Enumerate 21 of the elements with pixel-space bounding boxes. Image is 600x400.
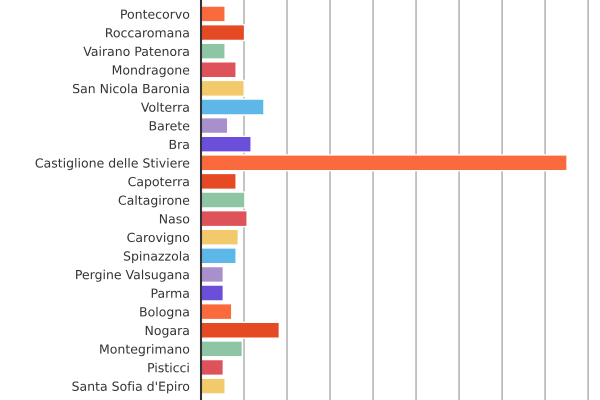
y-tick-label: Pontecorvo <box>121 10 190 19</box>
y-tick-label: Montegrimano <box>100 344 190 356</box>
y-tick-label: Caltagirone <box>118 195 190 208</box>
y-tick-label: Vairano Patenora <box>83 46 189 56</box>
y-tick-label: Carovigno <box>127 232 190 245</box>
y-tick-label: Barete <box>150 121 190 131</box>
y-tick-label: Pergine Valsugana <box>76 270 189 282</box>
y-tick-label: Castiglione delle Stiviere <box>36 158 190 170</box>
y-tick-label: Nogara <box>146 326 189 338</box>
y-tick-label: Volterra <box>140 102 189 112</box>
y-tick-label: Mondragone <box>112 65 190 78</box>
y-tick-label: Naso <box>160 214 190 224</box>
y-tick-label: Roccaromana <box>106 28 189 38</box>
y-tick-label: Pisticci <box>148 362 189 372</box>
y-tick-label: Parma <box>152 288 189 298</box>
y-tick-label: Capoterra <box>128 176 189 189</box>
y-tick-label: Bologna <box>140 306 189 319</box>
y-tick-label: San Nicola Baronia <box>72 84 189 94</box>
y-tick-label: Santa Sofia d'Epiro <box>72 381 190 394</box>
y-tick-label: Spinazzola <box>124 251 189 264</box>
y-tick-label: Bra <box>170 140 189 150</box>
